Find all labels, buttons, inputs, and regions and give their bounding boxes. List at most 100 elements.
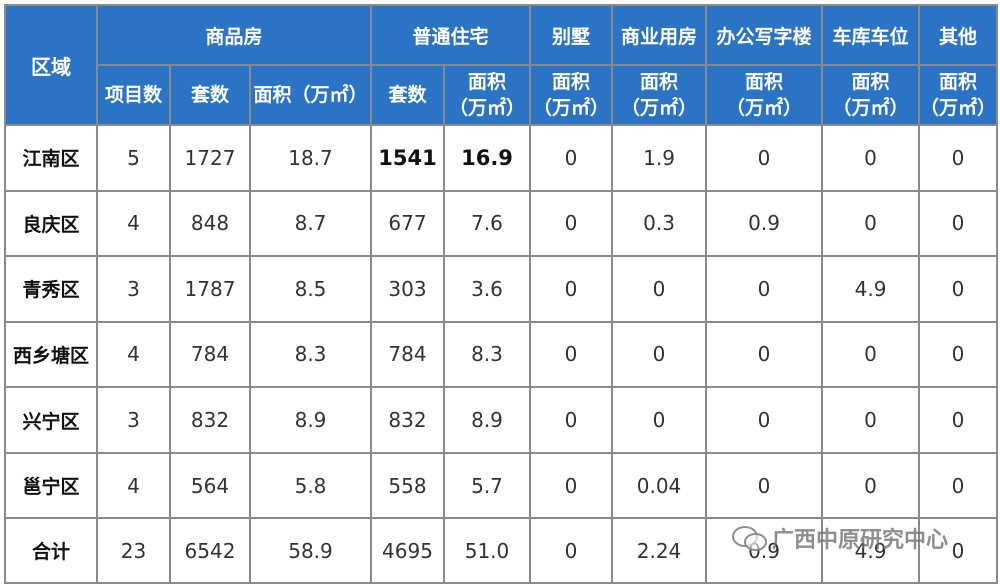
cell-parking: 0: [821, 386, 921, 454]
cell-business: 1.9: [611, 124, 708, 192]
cell-res-area: 16.9: [442, 124, 532, 192]
cell-projects: 23: [96, 517, 171, 584]
cell-villa: 0: [529, 320, 614, 389]
cell-parking: 4.9: [821, 255, 921, 323]
cell-other: 0: [918, 517, 999, 584]
cell-region: 良庆区: [4, 189, 98, 258]
cell-region: 西乡塘区: [4, 320, 98, 389]
cell-units: 832: [169, 386, 251, 454]
area-unit: （万㎡）: [449, 97, 526, 119]
cell-area: 8.7: [249, 189, 372, 258]
cell-res-area: 8.9: [442, 386, 532, 454]
cell-office: 0: [705, 255, 824, 323]
cell-villa: 0: [529, 255, 614, 323]
cell-parking: 0: [821, 320, 921, 389]
cell-other: 0: [918, 255, 999, 323]
area-label: 面积: [640, 71, 679, 93]
subheader-parking-area: 面积 （万㎡）: [821, 64, 921, 126]
cell-res-area: 51.0: [442, 517, 532, 584]
cell-other: 0: [918, 124, 999, 192]
cell-projects: 4: [96, 320, 171, 389]
subheader-units: 套数: [169, 64, 251, 126]
cell-res-units: 303: [370, 255, 445, 323]
table-row: 西乡塘区 4 784 8.3 784 8.3 0 0 0 0 0: [4, 320, 999, 389]
area-label: 面积: [552, 71, 591, 93]
subheader-area: 面积（万㎡）: [249, 64, 372, 126]
table-row: 兴宁区 3 832 8.9 832 8.9 0 0 0 0 0: [4, 386, 999, 454]
cell-villa: 0: [529, 517, 614, 584]
cell-res-area: 8.3: [442, 320, 532, 389]
header-office: 办公写字楼: [705, 4, 824, 66]
area-label: 面积: [468, 71, 507, 93]
header-villa: 别墅: [529, 4, 614, 66]
cell-parking: 0: [821, 451, 921, 520]
cell-region: 兴宁区: [4, 386, 98, 454]
cell-units: 784: [169, 320, 251, 389]
data-table: 区域 商品房 普通住宅 别墅 商业用房 办公写字楼 车库车位 其他 项目数 套数…: [4, 4, 999, 584]
area-unit: （万㎡）: [621, 97, 698, 119]
cell-other: 0: [918, 189, 999, 258]
cell-res-units: 677: [370, 189, 445, 258]
cell-office: 0: [705, 320, 824, 389]
cell-business: 0: [611, 320, 708, 389]
cell-res-units: 4695: [370, 517, 445, 584]
cell-projects: 3: [96, 255, 171, 323]
area-label: 面积: [851, 71, 890, 93]
header-business: 商业用房: [611, 4, 708, 66]
subheader-office-area: 面积 （万㎡）: [705, 64, 824, 126]
area-unit: （万㎡）: [533, 97, 610, 119]
cell-other: 0: [918, 320, 999, 389]
cell-other: 0: [918, 386, 999, 454]
area-unit: （万㎡）: [920, 97, 997, 119]
cell-area: 58.9: [249, 517, 372, 584]
cell-units: 848: [169, 189, 251, 258]
cell-units: 564: [169, 451, 251, 520]
cell-villa: 0: [529, 386, 614, 454]
cell-region: 江南区: [4, 124, 98, 192]
subheader-other-area: 面积 （万㎡）: [918, 64, 999, 126]
cell-office: 0: [705, 124, 824, 192]
cell-office: 0.9: [705, 189, 824, 258]
cell-business: 0: [611, 255, 708, 323]
header-parking: 车库车位: [821, 4, 921, 66]
cell-res-units: 1541: [370, 124, 445, 192]
table-row: 青秀区 3 1787 8.5 303 3.6 0 0 0 4.9 0: [4, 255, 999, 323]
table-row: 江南区 5 1727 18.7 1541 16.9 0 1.9 0 0 0: [4, 124, 999, 192]
header-region: 区域: [4, 4, 98, 126]
cell-area: 8.3: [249, 320, 372, 389]
cell-parking: 4.9: [821, 517, 921, 584]
cell-region: 青秀区: [4, 255, 98, 323]
cell-projects: 3: [96, 386, 171, 454]
subheader-villa-area: 面积 （万㎡）: [529, 64, 614, 126]
cell-office: 0: [705, 451, 824, 520]
cell-parking: 0: [821, 189, 921, 258]
cell-res-units: 832: [370, 386, 445, 454]
cell-res-area: 7.6: [442, 189, 532, 258]
cell-res-area: 5.7: [442, 451, 532, 520]
total-row: 合计 23 6542 58.9 4695 51.0 0 2.24 0.9 4.9…: [4, 517, 999, 584]
cell-office: 0: [705, 386, 824, 454]
cell-units: 1727: [169, 124, 251, 192]
table-row: 良庆区 4 848 8.7 677 7.6 0 0.3 0.9 0 0: [4, 189, 999, 258]
subheader-res-area: 面积 （万㎡）: [442, 64, 532, 126]
cell-business: 2.24: [611, 517, 708, 584]
cell-res-area: 3.6: [442, 255, 532, 323]
subheader-projects: 项目数: [96, 64, 171, 126]
cell-units: 6542: [169, 517, 251, 584]
cell-parking: 0: [821, 124, 921, 192]
area-label: 面积: [939, 71, 978, 93]
cell-business: 0.3: [611, 189, 708, 258]
cell-projects: 4: [96, 451, 171, 520]
area-unit: （万㎡）: [832, 97, 909, 119]
table-row: 邕宁区 4 564 5.8 558 5.7 0 0.04 0 0 0: [4, 451, 999, 520]
area-label: 面积: [745, 71, 784, 93]
header-other: 其他: [918, 4, 999, 66]
cell-villa: 0: [529, 124, 614, 192]
cell-villa: 0: [529, 451, 614, 520]
cell-villa: 0: [529, 189, 614, 258]
header-commercial: 商品房: [96, 4, 372, 66]
cell-other: 0: [918, 451, 999, 520]
header-residential: 普通住宅: [369, 4, 532, 66]
cell-business: 0: [611, 386, 708, 454]
cell-business: 0.04: [611, 451, 708, 520]
